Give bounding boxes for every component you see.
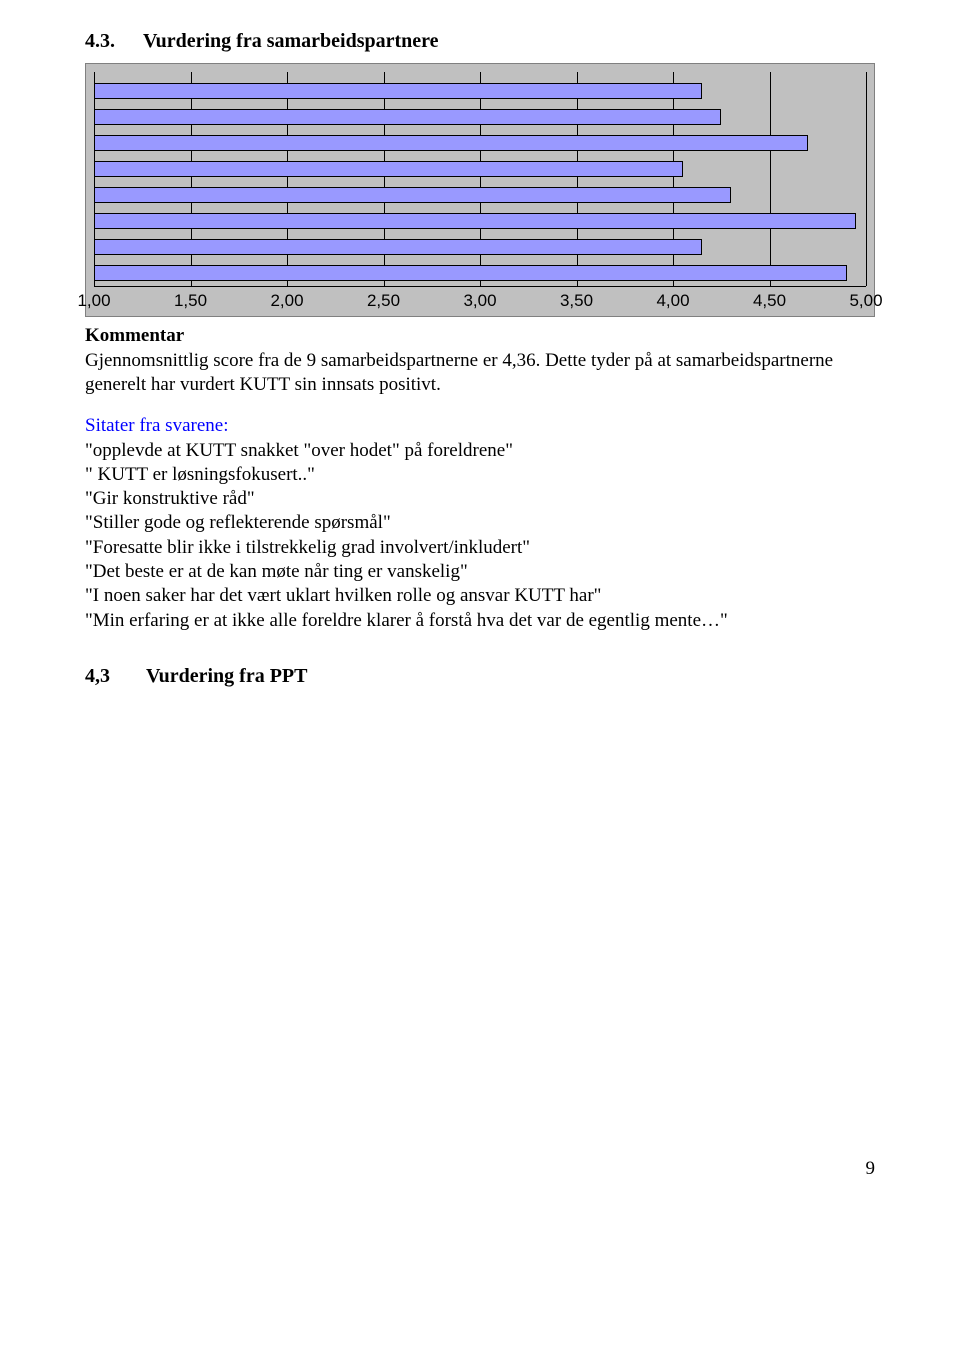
chart-bar-row: [94, 260, 866, 286]
x-axis-label: 1,50: [174, 291, 207, 311]
x-axis-label: 2,00: [270, 291, 303, 311]
quote-line: "I noen saker har det vært uklart hvilke…: [85, 584, 875, 608]
quote-line: "Foresatte blir ikke i tilstrekkelig gra…: [85, 536, 875, 560]
sitater-list: "opplevde at KUTT snakket "over hodet" p…: [85, 439, 875, 634]
chart-bar-row: [94, 182, 866, 208]
x-axis-label: 4,00: [656, 291, 689, 311]
chart-bar: [94, 213, 856, 229]
quote-line: "Min erfaring er at ikke alle foreldre k…: [85, 609, 875, 633]
quote-line: "opplevde at KUTT snakket "over hodet" p…: [85, 439, 875, 463]
kommentar-text: Gjennomsnittlig score fra de 9 samarbeid…: [85, 349, 875, 397]
chart-bar-row: [94, 156, 866, 182]
x-axis-label: 5,00: [849, 291, 882, 311]
chart-bar: [94, 109, 721, 125]
x-axis-label: 1,00: [77, 291, 110, 311]
quote-line: " KUTT er løsningsfokusert..": [85, 463, 875, 487]
x-axis-label: 3,00: [463, 291, 496, 311]
section-title: Vurdering fra samarbeidspartnere: [143, 30, 439, 52]
sitater-intro: Sitater fra svarene:: [85, 415, 875, 437]
page-number: 9: [85, 1158, 875, 1180]
chart-bar: [94, 265, 847, 281]
quote-line: "Gir konstruktive råd": [85, 487, 875, 511]
x-axis-label: 3,50: [560, 291, 593, 311]
chart-plot-area: 1,001,502,002,503,003,504,004,505,00: [94, 72, 866, 312]
section-number: 4.3.: [85, 30, 115, 53]
chart-bar: [94, 187, 731, 203]
chart-bar: [94, 135, 808, 151]
x-axis-label: 4,50: [753, 291, 786, 311]
chart-bar-row: [94, 104, 866, 130]
chart-bar-row: [94, 78, 866, 104]
chart-container: 1,001,502,002,503,003,504,004,505,00: [85, 63, 875, 317]
chart-bar: [94, 161, 683, 177]
x-axis-label: 2,50: [367, 291, 400, 311]
section-heading-2: 4,3 Vurdering fra PPT: [85, 665, 875, 688]
chart-bar-row: [94, 208, 866, 234]
chart-bar-row: [94, 234, 866, 260]
section2-title: Vurdering fra PPT: [146, 665, 307, 687]
kommentar-heading: Kommentar: [85, 325, 875, 347]
chart-bar: [94, 83, 702, 99]
gridline: [866, 72, 867, 286]
chart-x-axis: 1,001,502,002,503,003,504,004,505,00: [94, 286, 866, 312]
section2-number: 4,3: [85, 665, 110, 688]
section-heading: 4.3. Vurdering fra samarbeidspartnere: [85, 30, 875, 53]
chart-bar-row: [94, 130, 866, 156]
quote-line: "Stiller gode og reflekterende spørsmål": [85, 511, 875, 535]
chart-bars: [94, 72, 866, 286]
quote-line: "Det beste er at de kan møte når ting er…: [85, 560, 875, 584]
chart-bar: [94, 239, 702, 255]
